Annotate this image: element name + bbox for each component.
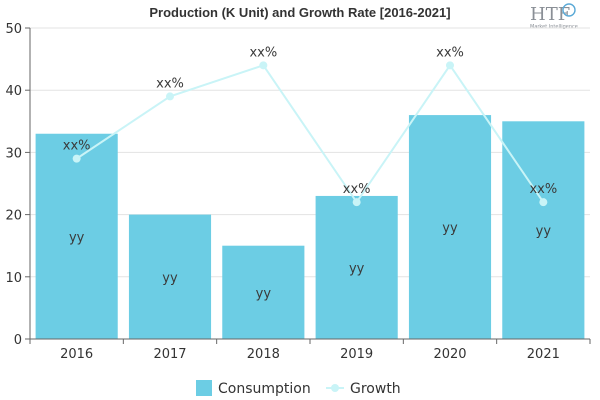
y-tick-label: 20: [5, 209, 22, 224]
bar-labels: yy yy yy yy yy yy: [69, 221, 551, 301]
bar: [35, 133, 118, 339]
legend-label-growth: Growth: [350, 381, 401, 397]
growth-point: [446, 61, 454, 70]
y-tick-label: 30: [5, 146, 22, 161]
bar-series: [35, 115, 585, 339]
x-tick-label: 2021: [527, 347, 560, 362]
bar-data-label: yy: [349, 261, 365, 276]
y-tick-label: 50: [5, 22, 22, 37]
growth-point: [352, 198, 361, 207]
bar: [222, 245, 305, 339]
bar: [502, 121, 585, 339]
legend-swatch-consumption: [196, 380, 212, 396]
x-tick-label: 2018: [247, 347, 280, 362]
x-tick-label: 2016: [60, 347, 93, 362]
x-tick-label: 2019: [340, 347, 373, 362]
x-axis-ticks: 2016 2017 2018 2019 2020 2021: [29, 338, 591, 362]
bar-data-label: yy: [536, 224, 552, 239]
growth-data-label: xx%: [156, 76, 184, 91]
y-tick-label: 10: [5, 271, 22, 286]
growth-point: [539, 198, 548, 207]
x-tick-label: 2017: [153, 347, 186, 362]
growth-point: [166, 92, 174, 101]
y-tick-label: 0: [14, 333, 22, 348]
growth-data-label: xx%: [529, 182, 557, 197]
bar-data-label: yy: [162, 271, 178, 286]
legend-label-consumption: Consumption: [218, 381, 311, 397]
bar-data-label: yy: [442, 221, 458, 236]
bar: [408, 115, 492, 339]
growth-data-label: xx%: [436, 45, 464, 60]
growth-point: [72, 154, 81, 163]
bar-data-label: yy: [69, 230, 85, 245]
legend-swatch-growth-marker: [331, 384, 339, 392]
bar: [315, 195, 398, 339]
chart-title: Production (K Unit) and Growth Rate [201…: [149, 5, 450, 20]
bar: [128, 214, 212, 339]
x-tick-label: 2020: [433, 347, 466, 362]
growth-data-label: xx%: [63, 139, 91, 154]
growth-line: [76, 63, 545, 204]
logo-subtext: Market Intelligence: [530, 24, 578, 30]
logo-text: HTF: [530, 4, 570, 25]
growth-point: [259, 61, 268, 70]
globe-icon: [562, 3, 576, 17]
growth-labels: xx% xx% xx% xx% xx% xx%: [63, 45, 557, 197]
bar-data-label: yy: [256, 286, 272, 301]
growth-line-series: [72, 61, 548, 207]
y-tick-label: 40: [5, 84, 22, 99]
logo-watermark: HTF Market Intelligence: [530, 3, 578, 30]
y-axis-ticks: 0 10 20 30 40 50: [5, 22, 31, 348]
growth-data-label: xx%: [343, 182, 371, 197]
legend: Consumption Growth: [196, 380, 401, 397]
growth-data-label: xx%: [249, 45, 277, 60]
